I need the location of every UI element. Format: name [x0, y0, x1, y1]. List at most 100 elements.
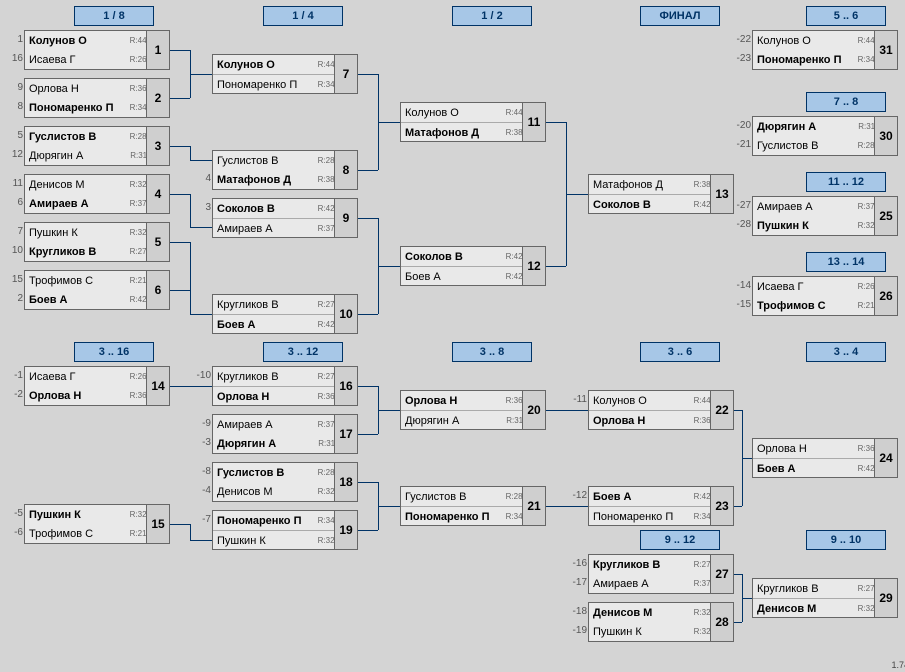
seed: 5 — [7, 130, 23, 141]
connector — [358, 530, 378, 531]
seed: -3 — [195, 437, 211, 448]
match-number: 26 — [874, 276, 898, 316]
player-name: Боев А — [401, 271, 495, 283]
player-name: Орлова Н — [213, 391, 307, 403]
player-name: Пономаренко П — [753, 54, 847, 66]
connector — [378, 122, 400, 123]
stage-s18: 1 / 8 — [74, 6, 154, 26]
player-name: Боев А — [753, 463, 847, 475]
player-name: Трофимов С — [25, 275, 119, 287]
seed: -20 — [735, 120, 751, 131]
connector — [170, 50, 190, 51]
match-11: Колунов ОR:4430Матафонов ДR:389311 — [400, 102, 546, 142]
player-name: Пушкин К — [753, 220, 847, 232]
connector — [546, 506, 588, 507]
match-number: 25 — [874, 196, 898, 236]
seed: -23 — [735, 53, 751, 64]
seed: -11 — [571, 394, 587, 405]
connector — [170, 146, 190, 147]
connector — [734, 506, 742, 507]
player-name: Трофимов С — [25, 528, 119, 540]
match-number: 6 — [146, 270, 170, 310]
match-1: 1Колунов ОR:443316Исаева ГR:26101 — [24, 30, 170, 70]
player-name: Колунов О — [589, 395, 683, 407]
stage-s38: 3 .. 8 — [452, 342, 532, 362]
player-name: Пономаренко П — [213, 79, 307, 91]
player-name: Орлова Н — [401, 395, 495, 407]
player-name: Пономаренко П — [25, 102, 119, 114]
connector — [378, 266, 400, 267]
connector — [190, 74, 212, 75]
connector — [190, 314, 212, 315]
seed: -22 — [735, 34, 751, 45]
seed: -4 — [195, 485, 211, 496]
player-name: Орлова Н — [25, 390, 119, 402]
match-number: 27 — [710, 554, 734, 594]
player-name: Орлова Н — [753, 443, 847, 455]
connector — [170, 524, 190, 525]
match-31: -22Колунов ОR:443L-23Пономаренко ПR:341W… — [752, 30, 898, 70]
seed: 11 — [7, 178, 23, 189]
seed: -28 — [735, 219, 751, 230]
player-name: Пушкин К — [589, 626, 683, 638]
player-name: Орлова Н — [589, 415, 683, 427]
match-6: 15Трофимов СR:21502Боев АR:42836 — [24, 270, 170, 310]
seed: 12 — [7, 149, 23, 160]
stage-s36: 3 .. 6 — [640, 342, 720, 362]
player-name: Колунов О — [213, 59, 307, 71]
match-4: 11Денисов МR:32016Амираев АR:37834 — [24, 174, 170, 214]
seed: -8 — [195, 466, 211, 477]
player-name: Исаева Г — [25, 54, 119, 66]
connector — [358, 170, 378, 171]
connector — [734, 622, 742, 623]
connector — [358, 74, 378, 75]
stage-s1112: 11 .. 12 — [806, 172, 886, 192]
connector — [378, 506, 400, 507]
player-name: Матафонов Д — [589, 179, 683, 191]
player-name: Исаева Г — [753, 281, 847, 293]
stage-s56: 5 .. 6 — [806, 6, 886, 26]
connector — [546, 266, 566, 267]
match-number: 9 — [334, 198, 358, 238]
seed: -2 — [7, 389, 23, 400]
player-name: Амираев А — [753, 201, 847, 213]
seed: -17 — [571, 577, 587, 588]
match-number: 24 — [874, 438, 898, 478]
player-name: Боев А — [589, 491, 683, 503]
match-5: 7Пушкин КR:327210Кругликов ВR:27835 — [24, 222, 170, 262]
player-name: Пушкин К — [25, 227, 119, 239]
match-17: -9Амираев АR:378L-3Дюрягин АR:311W17 — [212, 414, 358, 454]
match-number: 11 — [522, 102, 546, 142]
player-name: Пономаренко П — [213, 515, 307, 527]
connector — [190, 540, 212, 541]
match-number: 12 — [522, 246, 546, 286]
match-27: -16Кругликов ВR:278W-17Амираев АR:378L27 — [588, 554, 734, 594]
player-name: Трофимов С — [753, 300, 847, 312]
connector — [190, 160, 212, 161]
player-name: Кругликов В — [589, 559, 683, 571]
player-name: Кругликов В — [213, 299, 307, 311]
player-name: Пушкин К — [25, 509, 119, 521]
match-number: 1 — [146, 30, 170, 70]
player-name: Дюрягин А — [753, 121, 847, 133]
player-name: Пушкин К — [213, 535, 307, 547]
player-name: Пономаренко П — [589, 511, 683, 523]
player-name: Гуслистов В — [213, 467, 307, 479]
match-18: -8Гуслистов ВR:2813-4Денисов МR:320118 — [212, 462, 358, 502]
match-number: 14 — [146, 366, 170, 406]
player-name: Гуслистов В — [753, 140, 847, 152]
match-8: Гуслистов ВR:28124Матафонов ДR:38938 — [212, 150, 358, 190]
match-number: 23 — [710, 486, 734, 526]
match-number: 10 — [334, 294, 358, 334]
player-name: Денисов М — [25, 179, 119, 191]
match-12: Соколов ВR:4253Боев АR:428012 — [400, 246, 546, 286]
match-number: 19 — [334, 510, 358, 550]
seed: -5 — [7, 508, 23, 519]
match-22: -11Колунов ОR:4432Орлова НR:369322 — [588, 390, 734, 430]
player-name: Гуслистов В — [25, 131, 119, 143]
connector — [190, 524, 191, 540]
player-name: Кругликов В — [213, 371, 307, 383]
stage-s910: 9 .. 10 — [806, 530, 886, 550]
match-number: 28 — [710, 602, 734, 642]
seed: -9 — [195, 418, 211, 429]
